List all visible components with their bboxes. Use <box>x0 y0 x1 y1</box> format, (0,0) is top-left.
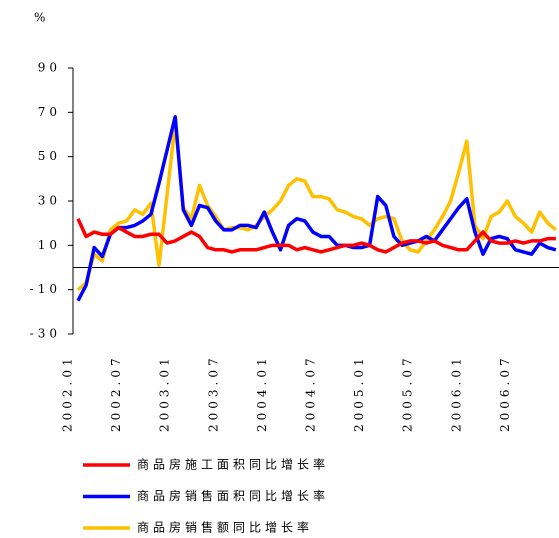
legend-label: 商品房销售额同比增长率 <box>137 520 313 535</box>
series-line <box>76 115 557 302</box>
y-tick-label: 30 <box>38 194 61 208</box>
y-tick-label: 90 <box>38 61 61 75</box>
x-tick-label: 2004.01 <box>255 354 269 432</box>
x-tick-label: 2005.01 <box>352 354 366 432</box>
series-line <box>76 218 556 254</box>
x-tick-label: 2005.07 <box>401 354 415 432</box>
x-tick-label: 2006.01 <box>449 354 463 432</box>
y-tick-label: 10 <box>38 238 61 252</box>
x-tick-label: 2003.01 <box>158 354 172 432</box>
x-tick-label: 2002.01 <box>61 354 75 432</box>
x-tick-label: 2002.07 <box>109 354 123 432</box>
y-tick-label: 70 <box>38 105 61 119</box>
y-tick-label: -10 <box>30 282 61 296</box>
legend-label: 商品房施工面积同比增长率 <box>137 457 329 472</box>
legend-label: 商品房销售面积同比增长率 <box>137 488 329 503</box>
series-line <box>76 121 558 292</box>
x-tick-label: 2003.07 <box>206 354 220 432</box>
y-axis-label: % <box>34 11 49 25</box>
x-tick-label: 2006.07 <box>498 354 512 432</box>
y-tick-label: -30 <box>30 327 61 341</box>
y-tick-label: 50 <box>38 149 61 163</box>
x-tick-label: 2004.07 <box>304 354 318 432</box>
